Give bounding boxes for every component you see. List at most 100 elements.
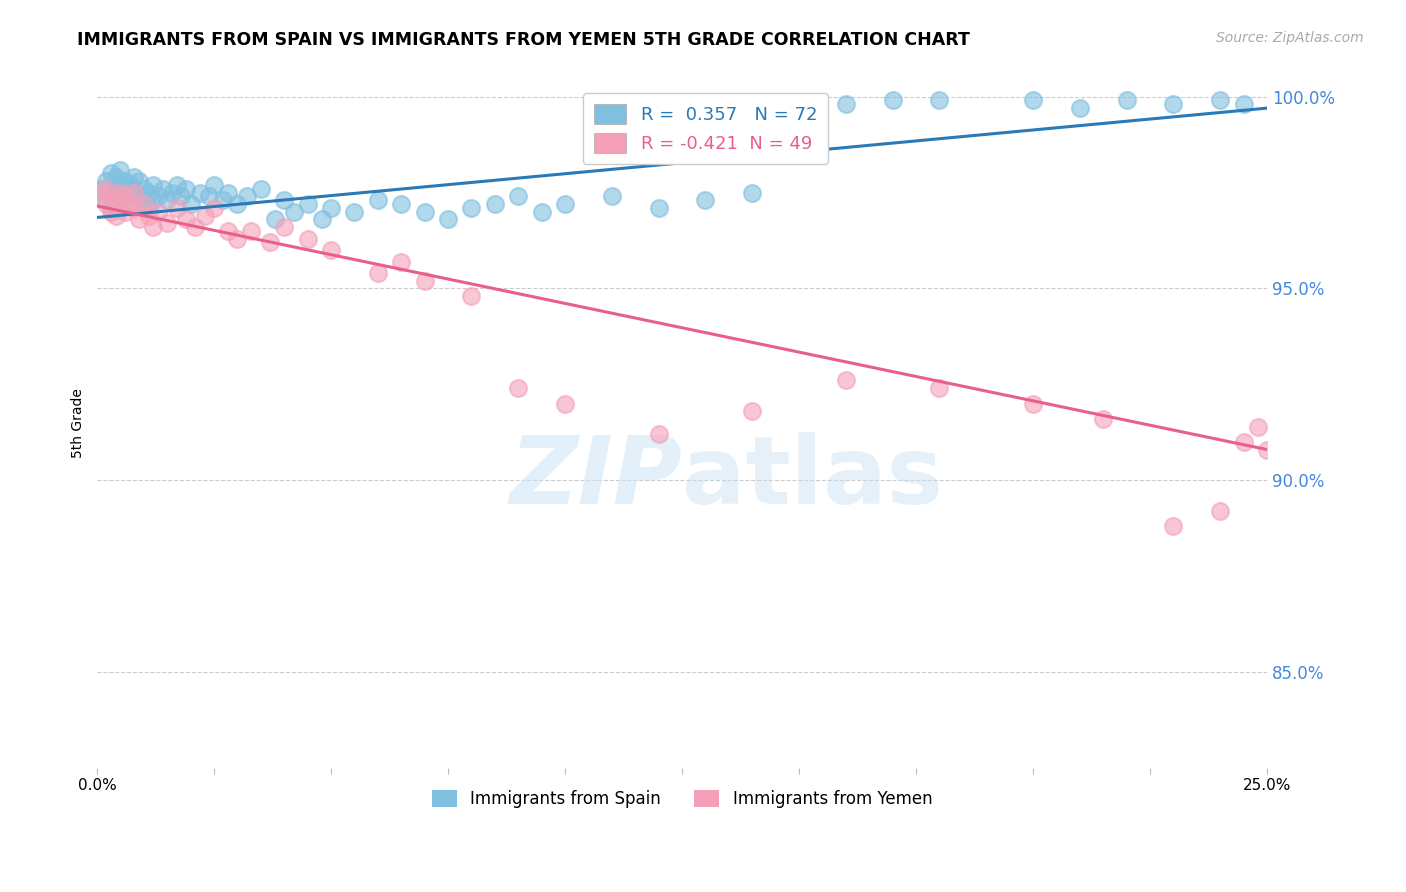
Point xyxy=(132,197,155,211)
Point xyxy=(118,197,141,211)
Point xyxy=(1232,97,1254,112)
Point xyxy=(695,193,717,207)
Point xyxy=(283,204,305,219)
Point xyxy=(741,186,763,200)
Point xyxy=(124,186,146,200)
Point xyxy=(152,182,174,196)
Point xyxy=(110,186,132,200)
Point xyxy=(1163,519,1185,533)
Point xyxy=(389,254,412,268)
Point xyxy=(124,170,146,185)
Point xyxy=(437,212,460,227)
Point xyxy=(104,182,127,196)
Legend: Immigrants from Spain, Immigrants from Yemen: Immigrants from Spain, Immigrants from Y… xyxy=(425,783,939,815)
Point xyxy=(835,97,858,112)
Point xyxy=(217,224,239,238)
Point xyxy=(600,189,623,203)
Point xyxy=(1115,94,1137,108)
Point xyxy=(367,193,389,207)
Point xyxy=(1256,442,1278,457)
Point xyxy=(413,204,436,219)
Point xyxy=(1209,504,1232,518)
Point xyxy=(741,404,763,418)
Point xyxy=(114,204,136,219)
Point xyxy=(96,182,118,196)
Point xyxy=(319,201,342,215)
Text: Source: ZipAtlas.com: Source: ZipAtlas.com xyxy=(1216,31,1364,45)
Point xyxy=(174,182,197,196)
Point xyxy=(297,231,319,245)
Point xyxy=(460,289,482,303)
Point xyxy=(160,186,183,200)
Point xyxy=(198,189,221,203)
Point xyxy=(166,201,188,215)
Point xyxy=(647,427,669,442)
Point xyxy=(1163,97,1185,112)
Point xyxy=(311,212,333,227)
Point xyxy=(194,209,217,223)
Point xyxy=(460,201,482,215)
Point xyxy=(132,182,155,196)
Point xyxy=(90,182,112,196)
Text: ZIP: ZIP xyxy=(509,432,682,524)
Point xyxy=(96,174,118,188)
Point xyxy=(128,212,150,227)
Point xyxy=(1232,434,1254,449)
Point xyxy=(128,189,150,203)
Point xyxy=(484,197,506,211)
Point xyxy=(114,189,136,203)
Point xyxy=(250,182,273,196)
Point xyxy=(100,201,122,215)
Point xyxy=(118,178,141,192)
Point xyxy=(530,204,553,219)
Point xyxy=(1246,419,1268,434)
Point xyxy=(226,197,249,211)
Point xyxy=(166,178,188,192)
Point xyxy=(100,204,122,219)
Y-axis label: 5th Grade: 5th Grade xyxy=(72,388,86,458)
Point xyxy=(110,201,132,215)
Point xyxy=(142,193,165,207)
Point xyxy=(1022,94,1045,108)
Point xyxy=(156,193,179,207)
Point xyxy=(100,189,122,203)
Point xyxy=(1069,101,1091,115)
Point xyxy=(124,201,146,215)
Point xyxy=(1209,94,1232,108)
Point xyxy=(132,197,155,211)
Point xyxy=(114,174,136,188)
Point xyxy=(138,201,160,215)
Point xyxy=(212,193,235,207)
Point xyxy=(180,197,202,211)
Point xyxy=(319,243,342,257)
Text: IMMIGRANTS FROM SPAIN VS IMMIGRANTS FROM YEMEN 5TH GRADE CORRELATION CHART: IMMIGRANTS FROM SPAIN VS IMMIGRANTS FROM… xyxy=(77,31,970,49)
Point xyxy=(96,197,118,211)
Point xyxy=(104,170,127,185)
Point xyxy=(124,186,146,200)
Point xyxy=(263,212,285,227)
Point xyxy=(118,197,141,211)
Point xyxy=(367,266,389,280)
Point xyxy=(202,201,225,215)
Point xyxy=(142,178,165,192)
Point xyxy=(110,178,132,192)
Point xyxy=(554,396,576,410)
Point xyxy=(273,193,295,207)
Point xyxy=(835,374,858,388)
Point xyxy=(138,209,160,223)
Point xyxy=(273,220,295,235)
Point xyxy=(259,235,281,250)
Point xyxy=(156,216,179,230)
Point xyxy=(236,189,259,203)
Point xyxy=(146,189,169,203)
Point xyxy=(882,94,904,108)
Point xyxy=(202,178,225,192)
Point xyxy=(1092,412,1115,426)
Point xyxy=(96,193,118,207)
Point xyxy=(114,189,136,203)
Point xyxy=(138,186,160,200)
Point xyxy=(100,186,122,200)
Point xyxy=(297,197,319,211)
Point xyxy=(787,97,810,112)
Point xyxy=(104,197,127,211)
